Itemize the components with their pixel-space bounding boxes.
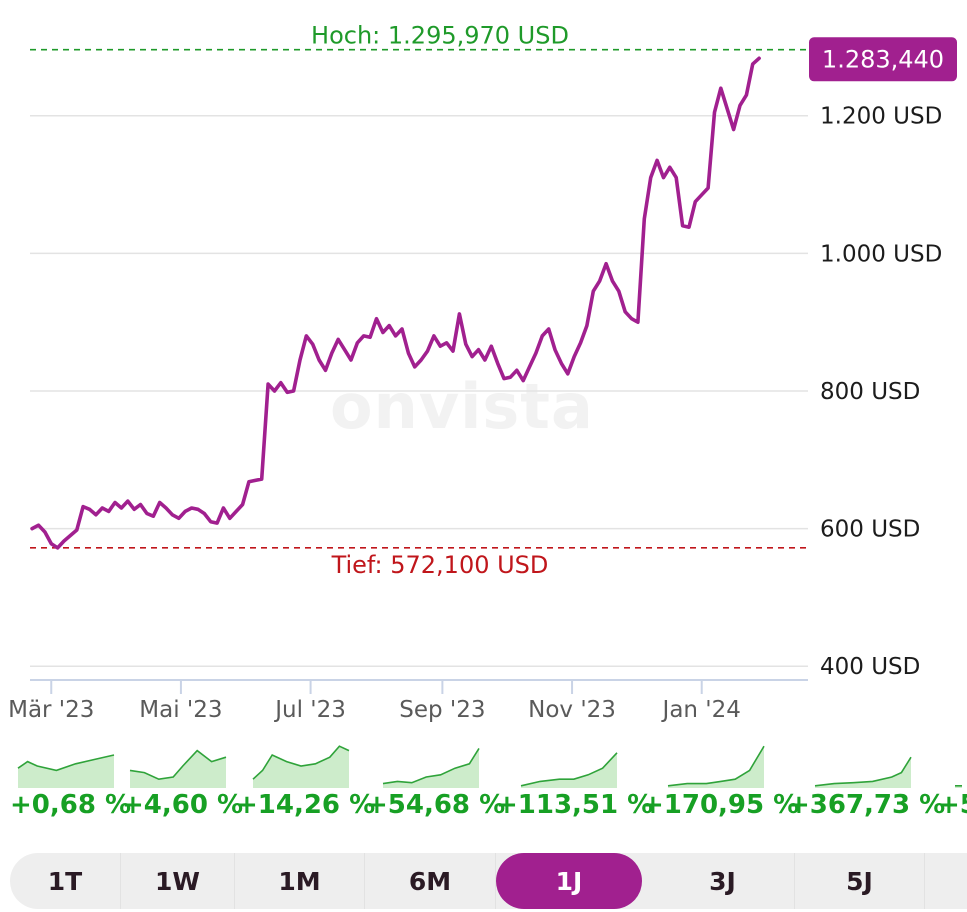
low-label: Tief: 572,100 USD [331, 551, 549, 579]
sparkline [17, 754, 115, 772]
range-tab-1j[interactable]: 1J [496, 853, 642, 909]
performance-value: +54,68 % [366, 790, 506, 820]
x-tick-label: Mär '23 [8, 697, 94, 723]
performance-value: +0,68 % [10, 790, 132, 820]
range-tab-1m[interactable]: 1M [235, 853, 365, 909]
watermark-logo: onvista [330, 370, 594, 443]
sparkline-area [815, 757, 911, 788]
x-tick-label: Jul '23 [273, 697, 346, 723]
sparkline [814, 756, 912, 787]
performance-value: +5 [938, 790, 967, 820]
performance-value: +367,73 % [788, 790, 946, 820]
x-axis: Mär '23 Mai '23 Jul '23 Sep '23 Nov '23 Jan '… [8, 679, 808, 723]
performance-value: +170,95 % [642, 790, 800, 820]
y-tick-label: 1.000 USD [820, 241, 942, 267]
sparkline [667, 745, 765, 787]
sparkline-area [521, 752, 617, 788]
x-tick-label: Nov '23 [528, 697, 616, 723]
sparkline [129, 749, 227, 781]
x-tick-label: Mai '23 [139, 697, 222, 723]
sparkline-area [383, 748, 479, 788]
high-label: Hoch: 1.295,970 USD [311, 22, 569, 50]
y-tick-label: 400 USD [820, 654, 920, 680]
y-tick-label: 1.200 USD [820, 104, 942, 130]
performance-value: +4,60 % [122, 790, 244, 820]
sparkline-area [18, 755, 114, 788]
y-tick-label: 800 USD [820, 379, 920, 405]
last-price-badge [809, 37, 957, 82]
y-axis: 400 USD 600 USD 800 USD 1.000 USD 1.200 USD [820, 104, 942, 681]
grid-lines [30, 114, 808, 667]
sparkline-area [253, 746, 349, 788]
y-tick-label: 600 USD [820, 517, 920, 543]
price-series-line [30, 56, 761, 550]
range-tab-1t[interactable]: 1T [10, 853, 121, 909]
performance-value: +113,51 % [496, 790, 654, 820]
range-tab-6m[interactable]: 6M [365, 853, 496, 909]
range-tab-5j[interactable]: 5J [795, 853, 925, 909]
x-tick-label: Sep '23 [399, 697, 485, 723]
sparkline [252, 745, 350, 780]
range-tab-3j[interactable]: 3J [651, 853, 795, 909]
price-chart: onvista Mär '23 Mai '23 Jul '23 Sep '23 Nov … [8, 22, 962, 788]
range-tab-1w[interactable]: 1W [121, 853, 235, 909]
sparkline-area [130, 750, 226, 788]
last-price-label: 1.283,440 [822, 45, 944, 73]
performance-value: +14,26 % [236, 790, 376, 820]
performance-row: +0,68 % +4,60 % +14,26 % +54,68 % +113,51 % +… [0, 790, 967, 830]
sparkline-area [668, 746, 764, 788]
sparkline [382, 747, 480, 785]
x-tick-label: Jan '24 [661, 697, 741, 723]
range-selector: 1T 1W 1M 6M 1J 3J 5J [10, 853, 967, 909]
sparkline [520, 752, 618, 787]
